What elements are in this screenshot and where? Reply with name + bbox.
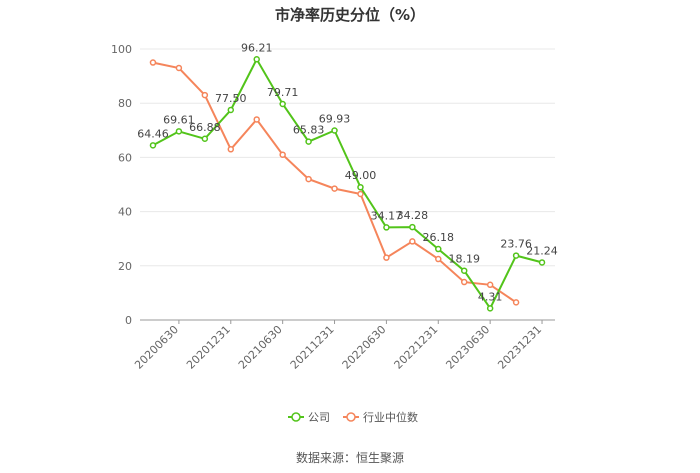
series-line-0 <box>152 57 543 311</box>
data-point[interactable] <box>512 252 520 259</box>
data-label: 49.00 <box>345 169 377 182</box>
x-tick-label: 20231231 <box>495 323 544 372</box>
data-point[interactable] <box>227 146 235 153</box>
data-label: 69.93 <box>319 112 351 125</box>
data-point[interactable] <box>383 254 390 261</box>
y-tick-label: 80 <box>118 97 132 110</box>
data-point[interactable] <box>357 183 364 191</box>
data-label: 21.24 <box>526 244 558 257</box>
x-tick-label: 20220630 <box>340 323 389 372</box>
data-point[interactable] <box>460 278 468 286</box>
legend[interactable]: 公司 行业中位数 <box>288 410 418 424</box>
data-label: 96.21 <box>241 41 273 54</box>
legend-marker <box>291 412 301 422</box>
x-tick-label: 20211231 <box>288 323 337 372</box>
data-label: 77.50 <box>215 92 247 105</box>
data-point[interactable] <box>512 299 520 306</box>
y-tick-label: 20 <box>118 260 132 273</box>
data-point[interactable] <box>331 185 338 192</box>
x-tick-label: 20210630 <box>236 323 285 372</box>
data-point[interactable] <box>201 91 209 99</box>
data-point[interactable] <box>409 238 416 245</box>
data-point[interactable] <box>538 259 546 266</box>
data-label: 64.46 <box>137 127 169 140</box>
source-note: 数据来源：恒生聚源 <box>296 450 404 465</box>
data-label: 34.17 <box>371 209 403 222</box>
chart-title: 市净率历史分位（%） <box>275 6 425 24</box>
data-point[interactable] <box>201 135 209 143</box>
y-tick-label: 100 <box>111 43 132 56</box>
y-tick-label: 60 <box>118 151 132 164</box>
data-point[interactable] <box>253 116 260 123</box>
x-axis: 20200630 20201231 20210630 20211231 20220630… <box>132 319 555 372</box>
legend-label: 行业中位数 <box>363 410 418 424</box>
data-point[interactable] <box>305 175 312 183</box>
data-point[interactable] <box>435 255 442 263</box>
data-point[interactable] <box>331 127 338 134</box>
data-label: 26.18 <box>423 231 455 244</box>
data-point[interactable] <box>460 267 468 274</box>
data-point[interactable] <box>279 100 286 108</box>
data-label: 4.31 <box>478 290 503 303</box>
y-tick-label: 40 <box>118 206 132 219</box>
legend-label: 公司 <box>308 411 330 424</box>
data-point[interactable] <box>435 245 442 253</box>
y-tick-label: 0 <box>125 314 132 327</box>
data-point[interactable] <box>486 305 494 312</box>
data-label: 18.19 <box>448 253 480 266</box>
legend-item[interactable]: 行业中位数 <box>343 410 418 424</box>
data-point[interactable] <box>409 223 416 231</box>
x-tick-label: 20230630 <box>443 323 492 372</box>
legend-item[interactable]: 公司 <box>288 411 330 424</box>
x-tick-label: 20201231 <box>184 323 233 372</box>
data-point[interactable] <box>149 59 157 66</box>
data-label: 66.88 <box>189 121 221 134</box>
data-point[interactable] <box>357 190 364 198</box>
data-point[interactable] <box>149 142 157 149</box>
data-point[interactable] <box>383 224 390 231</box>
data-point[interactable] <box>279 151 286 158</box>
data-point[interactable] <box>175 128 183 135</box>
data-label: 69.61 <box>163 113 195 126</box>
series-group <box>149 56 546 312</box>
data-label: 65.83 <box>293 124 325 137</box>
data-point[interactable] <box>253 56 260 63</box>
data-point[interactable] <box>486 281 494 289</box>
data-label: 79.71 <box>267 86 299 99</box>
data-point[interactable] <box>305 138 312 145</box>
y-axis: 0 20 40 60 80 100 <box>111 43 132 327</box>
x-tick-label: 20200630 <box>132 323 181 372</box>
series-line-1 <box>152 61 517 304</box>
x-tick-label: 20221231 <box>392 323 441 372</box>
legend-marker <box>346 412 356 422</box>
data-point[interactable] <box>175 64 183 72</box>
data-label: 34.28 <box>397 209 429 222</box>
data-point[interactable] <box>227 106 235 114</box>
data-label: 23.76 <box>500 238 532 251</box>
